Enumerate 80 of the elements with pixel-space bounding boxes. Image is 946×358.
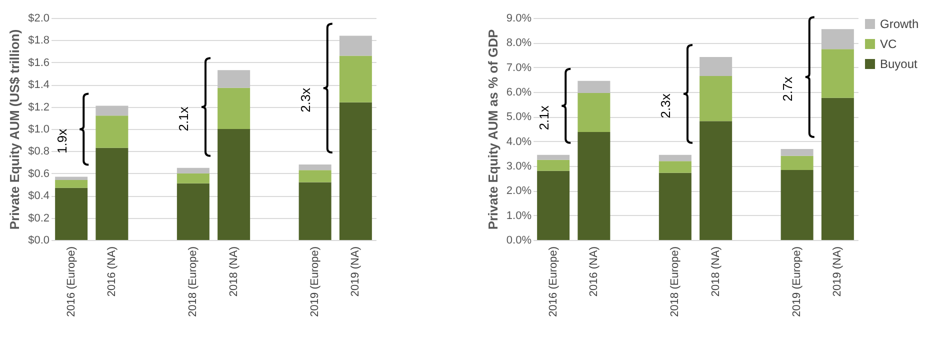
bar bbox=[55, 180, 88, 188]
y-tick-label: 3.0% bbox=[506, 160, 532, 172]
x-tick-label: 2018 (Europe) bbox=[187, 246, 200, 317]
y-tick-label: $2.0 bbox=[28, 12, 50, 24]
legend-label: Buyout bbox=[880, 57, 918, 71]
bar bbox=[298, 170, 332, 182]
bar bbox=[339, 36, 372, 56]
bar bbox=[176, 183, 210, 240]
bar bbox=[218, 129, 250, 240]
bar bbox=[780, 148, 814, 156]
x-tick-label: 2019 (NA) bbox=[350, 246, 362, 297]
annotation: 2.3x bbox=[658, 93, 674, 118]
y-tick-label: 8.0% bbox=[506, 37, 532, 50]
bar bbox=[700, 56, 732, 76]
bar bbox=[96, 106, 128, 116]
bar bbox=[339, 102, 372, 240]
bar bbox=[298, 182, 332, 240]
y-tick-label: 4.0% bbox=[506, 136, 532, 148]
x-tick-label: 2019 (Europe) bbox=[791, 246, 804, 317]
legend-label: Growth bbox=[880, 17, 919, 31]
y-tick-label: 1.0% bbox=[506, 210, 532, 222]
bar bbox=[55, 188, 88, 240]
bar bbox=[700, 121, 732, 240]
y-axis-title: Private Equity AUM (US$ trillion) bbox=[7, 29, 22, 230]
x-tick-label: 2016 (NA) bbox=[588, 246, 600, 297]
legend-label: VC bbox=[880, 37, 898, 51]
y-tick-label: $1.2 bbox=[28, 101, 50, 114]
bar bbox=[780, 170, 814, 240]
y-tick-label: 2.0% bbox=[506, 185, 532, 198]
y-tick-label: $0.2 bbox=[28, 212, 50, 224]
annotation: 2.1x bbox=[536, 105, 552, 130]
y-tick-label: $0.8 bbox=[28, 146, 50, 158]
y-tick-label: $0.4 bbox=[28, 190, 50, 202]
bar bbox=[176, 173, 210, 184]
bar bbox=[780, 156, 814, 170]
x-tick-label: 2019 (Europe) bbox=[309, 246, 322, 317]
bar bbox=[339, 56, 372, 102]
x-tick-label: 2018 (Europe) bbox=[669, 246, 682, 317]
bar bbox=[96, 148, 128, 240]
bar bbox=[658, 172, 692, 240]
y-axis-title: Private Equity AUM as % of GDP bbox=[485, 29, 500, 230]
bar bbox=[218, 88, 250, 129]
y-tick-label: 0.0% bbox=[506, 234, 532, 246]
bar bbox=[537, 170, 570, 240]
bar bbox=[578, 80, 610, 93]
bar bbox=[537, 160, 570, 171]
annotation: 2.7x bbox=[780, 76, 796, 102]
bar bbox=[821, 49, 854, 98]
bar bbox=[658, 154, 692, 162]
y-tick-label: $1.6 bbox=[28, 56, 50, 69]
bar bbox=[55, 176, 88, 180]
bar bbox=[176, 168, 210, 174]
y-tick-label: $1.0 bbox=[28, 124, 50, 136]
x-tick-label: 2018 (NA) bbox=[710, 246, 722, 297]
y-tick-label: 6.0% bbox=[506, 86, 532, 98]
annotation: 1.9x bbox=[54, 128, 70, 154]
y-tick-label: $1.4 bbox=[28, 79, 50, 92]
y-tick-label: $0.0 bbox=[28, 234, 50, 246]
bar bbox=[658, 161, 692, 173]
bar bbox=[821, 29, 854, 50]
bar bbox=[578, 132, 610, 240]
annotation: 2.3x bbox=[298, 87, 314, 112]
bar bbox=[298, 164, 332, 170]
x-tick-label: 2016 (NA) bbox=[106, 246, 118, 297]
y-tick-label: 9.0% bbox=[506, 12, 532, 24]
y-tick-label: $0.6 bbox=[28, 168, 50, 180]
y-tick-label: 5.0% bbox=[506, 111, 532, 124]
bar bbox=[218, 70, 250, 88]
bar bbox=[821, 98, 854, 240]
annotation: 2.1x bbox=[176, 106, 192, 132]
x-tick-label: 2018 (NA) bbox=[228, 246, 240, 297]
y-tick-label: 7.0% bbox=[506, 62, 532, 74]
bar bbox=[700, 76, 732, 122]
x-tick-label: 2016 (Europe) bbox=[547, 246, 560, 317]
bar bbox=[578, 92, 610, 132]
bar bbox=[537, 154, 570, 160]
bar bbox=[96, 116, 128, 148]
x-tick-label: 2016 (Europe) bbox=[65, 246, 78, 317]
y-tick-label: $1.8 bbox=[28, 34, 50, 47]
x-tick-label: 2019 (NA) bbox=[832, 246, 844, 297]
